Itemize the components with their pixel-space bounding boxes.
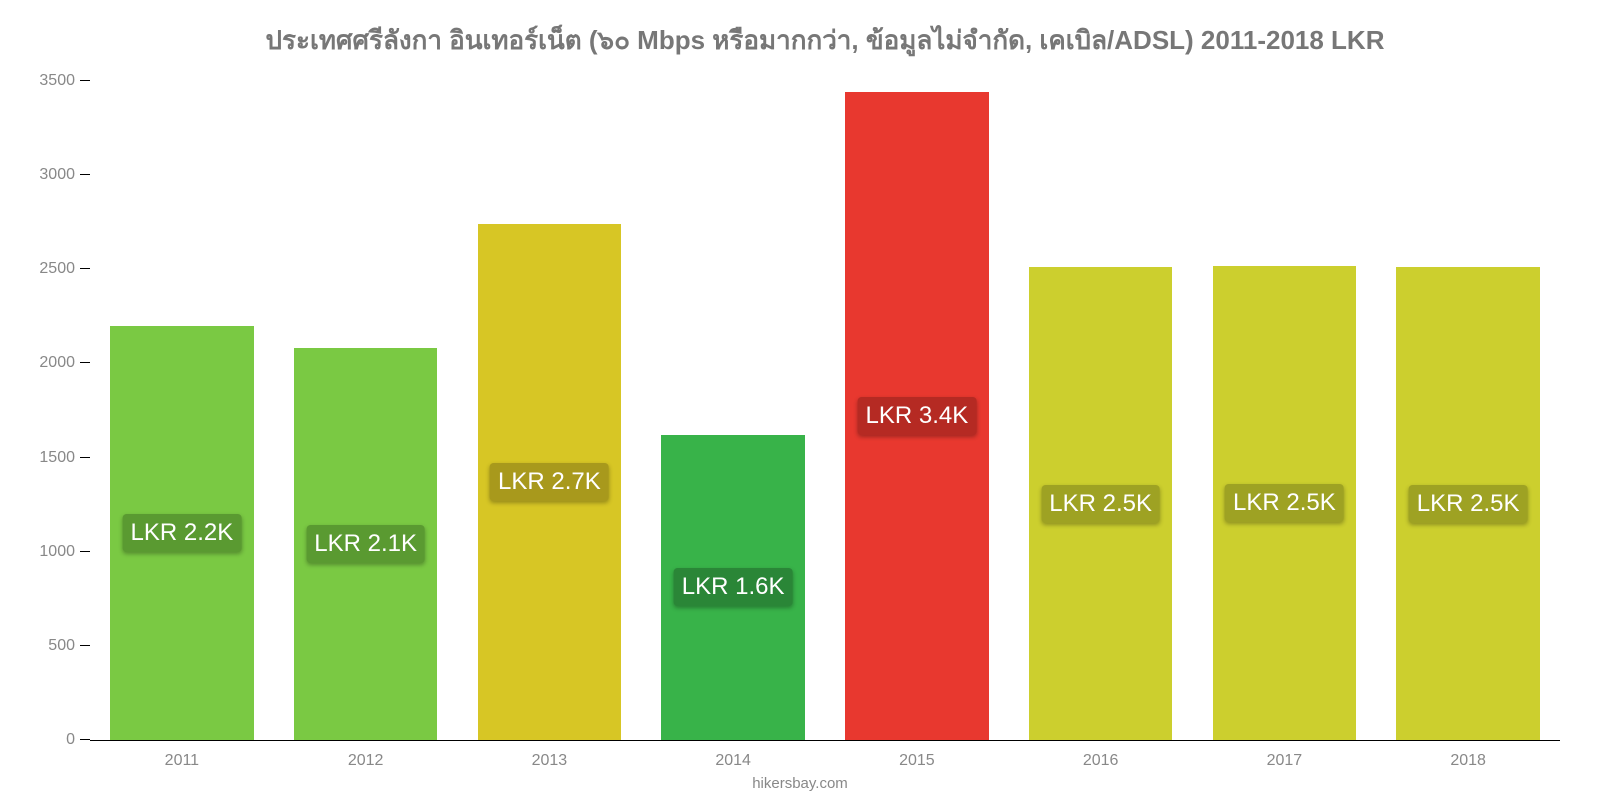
bar-data-label: LKR 2.1K (306, 525, 425, 563)
bars-row: LKR 2.2K LKR 2.1K LKR 2.7K LKR 1.6K LKR 3.4K… (90, 81, 1560, 740)
x-tick-label: 2014 (641, 752, 825, 770)
y-tick-label: 500 (48, 637, 75, 655)
y-tick-label: 1000 (39, 543, 75, 561)
x-axis-labels: 20112012201320142015201620172018 (90, 752, 1560, 770)
y-tick-label: 3000 (39, 166, 75, 184)
x-tick-label: 2016 (1009, 752, 1193, 770)
y-tick-label: 2000 (39, 354, 75, 372)
y-tick (80, 739, 90, 740)
bar: LKR 3.4K (845, 92, 988, 740)
y-tick (80, 645, 90, 646)
chart-container: ประเทศศรีลังกา อินเทอร์เน็ต (๖๐ Mbps หรื… (0, 0, 1600, 800)
y-tick (80, 174, 90, 175)
bar-slot: LKR 2.2K (90, 81, 274, 740)
bar-data-label: LKR 2.5K (1409, 485, 1528, 523)
x-tick-label: 2017 (1193, 752, 1377, 770)
bar-slot: LKR 2.5K (1376, 81, 1560, 740)
bar: LKR 1.6K (661, 435, 804, 740)
y-tick-label: 3500 (39, 72, 75, 90)
bar: LKR 2.5K (1213, 266, 1356, 740)
bar: LKR 2.5K (1396, 267, 1539, 740)
bar-data-label: LKR 2.5K (1041, 485, 1160, 523)
bar: LKR 2.1K (294, 348, 437, 740)
bar-slot: LKR 2.5K (1193, 81, 1377, 740)
y-tick (80, 80, 90, 81)
bar-data-label: LKR 2.5K (1225, 484, 1344, 522)
y-tick (80, 268, 90, 269)
bar-slot: LKR 2.5K (1009, 81, 1193, 740)
plot-area: LKR 2.2K LKR 2.1K LKR 2.7K LKR 1.6K LKR 3.4K… (90, 81, 1560, 741)
y-tick (80, 362, 90, 363)
bar-slot: LKR 3.4K (825, 81, 1009, 740)
y-tick-label: 2500 (39, 260, 75, 278)
y-tick-label: 0 (66, 731, 75, 749)
y-tick (80, 551, 90, 552)
bar-data-label: LKR 3.4K (858, 397, 977, 435)
x-tick-label: 2018 (1376, 752, 1560, 770)
x-tick-label: 2013 (458, 752, 642, 770)
footer-attribution: hikersbay.com (752, 775, 848, 792)
chart-title: ประเทศศรีลังกา อินเทอร์เน็ต (๖๐ Mbps หรื… (90, 20, 1560, 61)
bar: LKR 2.7K (478, 224, 621, 740)
bar: LKR 2.2K (110, 326, 253, 740)
x-tick-label: 2012 (274, 752, 458, 770)
x-tick-label: 2011 (90, 752, 274, 770)
bar: LKR 2.5K (1029, 267, 1172, 740)
y-tick (80, 457, 90, 458)
bar-data-label: LKR 1.6K (674, 568, 793, 606)
y-tick-label: 1500 (39, 449, 75, 467)
bar-data-label: LKR 2.7K (490, 463, 609, 501)
bar-slot: LKR 2.7K (458, 81, 642, 740)
x-tick-label: 2015 (825, 752, 1009, 770)
bar-data-label: LKR 2.2K (123, 514, 242, 552)
bar-slot: LKR 1.6K (641, 81, 825, 740)
bar-slot: LKR 2.1K (274, 81, 458, 740)
